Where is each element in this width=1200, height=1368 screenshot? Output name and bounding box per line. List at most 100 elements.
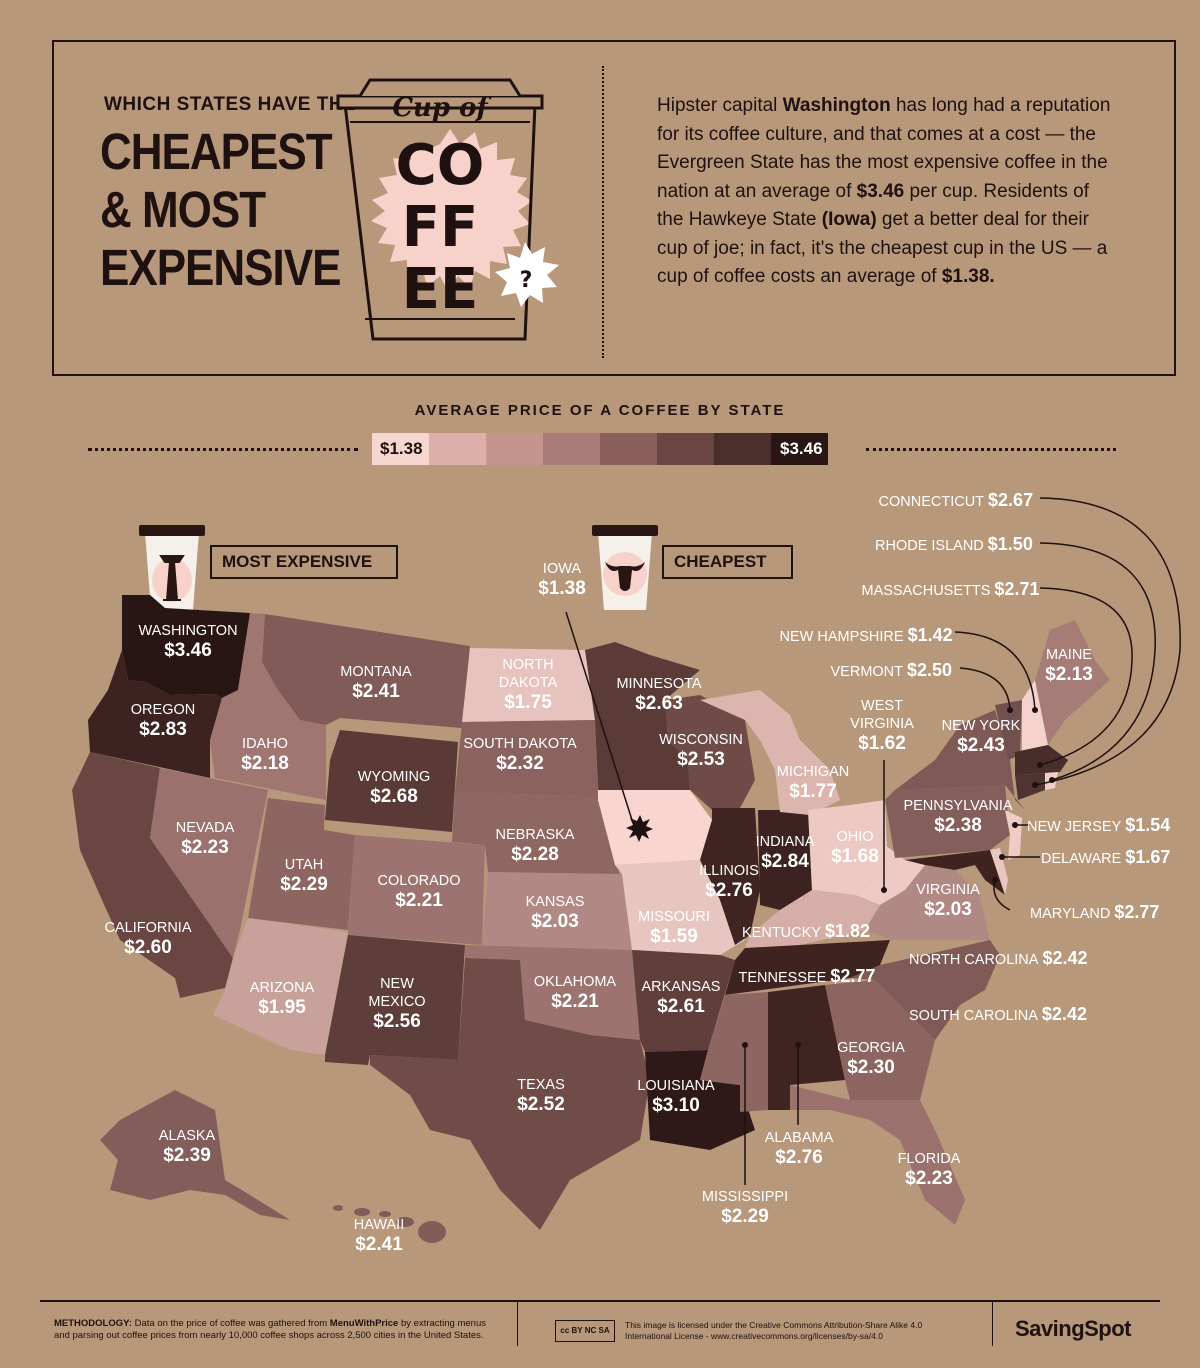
headline-most: & MOST	[100, 182, 266, 239]
legend-swatch	[543, 433, 600, 465]
state-virginia[interactable]	[865, 865, 990, 940]
state-washington[interactable]	[122, 595, 250, 698]
state-mississippi[interactable]	[700, 992, 768, 1112]
state-price: $1.82	[824, 921, 871, 941]
state-name: HAWAII	[353, 1217, 405, 1233]
state-north-carolina[interactable]	[850, 940, 1000, 1005]
state-kansas[interactable]	[482, 872, 632, 950]
state-arkansas[interactable]	[632, 950, 735, 1052]
state-price: $2.21	[395, 890, 443, 911]
state-georgia[interactable]	[825, 980, 935, 1100]
state-price: $2.42	[1041, 1004, 1087, 1024]
state-new-hampshire[interactable]	[1022, 680, 1048, 752]
state-alabama[interactable]	[768, 985, 845, 1110]
state-label-maine: MAINE $2.13	[1045, 646, 1093, 686]
state-minnesota[interactable]	[585, 642, 700, 790]
state-nevada[interactable]	[150, 768, 268, 958]
state-name: WYOMING	[357, 769, 431, 785]
state-name: MISSISSIPPI	[701, 1189, 789, 1205]
state-north-dakota[interactable]	[462, 648, 595, 722]
state-nebraska[interactable]	[452, 792, 620, 875]
state-label-rhode-island: RHODE ISLAND $1.50	[875, 534, 1033, 556]
state-louisiana[interactable]	[645, 1050, 755, 1150]
state-price: $2.60	[124, 937, 172, 958]
state-idaho[interactable]	[210, 613, 326, 800]
state-price: $2.38	[934, 815, 982, 836]
legend-swatch	[714, 433, 771, 465]
state-label-florida: FLORIDA $2.23	[898, 1150, 961, 1190]
state-price: $2.67	[988, 490, 1034, 510]
state-new-york[interactable]	[895, 710, 1025, 810]
legend-swatch	[486, 433, 543, 465]
legend-right-rule	[866, 448, 1116, 451]
state-price: $2.61	[657, 996, 705, 1017]
state-maine[interactable]	[1035, 620, 1110, 745]
state-oregon[interactable]	[88, 650, 222, 778]
state-massachusetts[interactable]	[1015, 745, 1068, 775]
state-price: $2.68	[370, 786, 418, 807]
state-connecticut[interactable]	[1015, 773, 1045, 800]
state-price: $2.63	[635, 693, 683, 714]
state-price: $2.39	[163, 1145, 211, 1166]
state-kentucky[interactable]	[745, 890, 880, 948]
legend-swatch	[771, 433, 828, 465]
state-name: ARIZONA	[249, 980, 315, 996]
state-colorado[interactable]	[348, 835, 485, 945]
state-west-virginia[interactable]	[855, 845, 925, 905]
state-tennessee[interactable]	[725, 940, 890, 995]
state-label-arizona: ARIZONA $1.95	[250, 979, 314, 1019]
intro-paragraph: Hipster capital Washington has long had …	[657, 95, 1111, 287]
state-ohio[interactable]	[808, 800, 888, 895]
state-hawaii[interactable]	[333, 1205, 446, 1243]
state-wisconsin[interactable]	[665, 695, 755, 810]
state-pennsylvania[interactable]	[885, 785, 1010, 858]
state-arizona[interactable]	[213, 918, 348, 1055]
legend-title: AVERAGE PRICE OF A COFFEE BY STATE	[414, 402, 786, 419]
state-name: IOWA	[542, 561, 582, 577]
state-price: $2.76	[775, 1147, 823, 1168]
state-utah[interactable]	[248, 798, 355, 930]
state-price: $2.42	[1042, 948, 1088, 968]
state-price: $2.52	[517, 1094, 565, 1115]
state-price: $2.43	[957, 735, 1005, 756]
headline-cheapest: CHEAPEST	[100, 124, 333, 181]
state-new-jersey[interactable]	[1005, 810, 1022, 860]
state-wyoming[interactable]	[325, 730, 458, 832]
state-montana[interactable]	[262, 614, 470, 728]
headline-intro: WHICH STATES HAVE THE	[104, 94, 357, 115]
state-indiana[interactable]	[758, 810, 812, 910]
state-label-idaho: IDAHO $2.18	[241, 735, 289, 775]
state-iowa[interactable]	[598, 790, 712, 865]
state-south-dakota[interactable]	[455, 720, 598, 800]
state-price: $2.03	[531, 911, 579, 932]
state-california[interactable]	[72, 752, 233, 998]
state-label-ohio: OHIO $1.68	[831, 828, 879, 868]
maryland-leader-line	[993, 879, 1011, 911]
state-price: $2.30	[847, 1057, 895, 1078]
state-illinois[interactable]	[700, 808, 760, 945]
state-name: WASHINGTON	[138, 623, 238, 639]
state-name: KENTUCKY	[742, 925, 821, 941]
state-label-north-dakota: NORTH DAKOTA $1.75	[483, 656, 573, 714]
state-alaska[interactable]	[100, 1090, 290, 1220]
legend-min-label: $1.38	[380, 439, 423, 458]
state-label-north-carolina: NORTH CAROLINA $2.42	[909, 948, 1088, 970]
state-label-hawaii: HAWAII $2.41	[354, 1216, 404, 1256]
state-missouri[interactable]	[615, 860, 745, 955]
state-texas[interactable]	[370, 958, 650, 1230]
state-michigan[interactable]	[700, 690, 840, 815]
state-new-mexico[interactable]	[325, 935, 465, 1065]
bull-cup-icon	[592, 525, 658, 610]
state-delaware[interactable]	[990, 848, 1008, 895]
state-name: COLORADO	[377, 873, 461, 889]
state-oklahoma[interactable]	[465, 945, 640, 1040]
svg-text:?: ?	[520, 268, 533, 293]
state-name: VIRGINIA	[916, 882, 980, 898]
state-maryland[interactable]	[905, 850, 1005, 895]
state-florida[interactable]	[790, 1085, 965, 1225]
state-price: $3.46	[164, 640, 212, 661]
state-name: PENNSYLVANIA	[903, 798, 1013, 814]
state-south-carolina[interactable]	[875, 975, 960, 1040]
state-vermont[interactable]	[995, 700, 1022, 760]
state-price: $1.75	[504, 692, 552, 713]
